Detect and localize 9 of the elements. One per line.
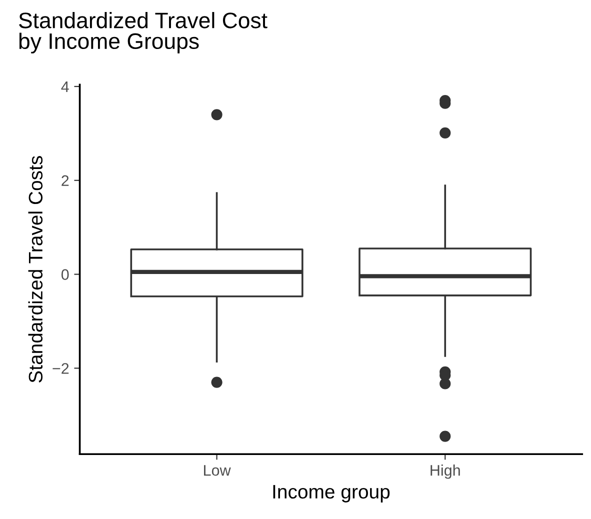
y-tick-label: −2 <box>52 363 69 374</box>
y-tick-label: 2 <box>62 175 69 186</box>
chart-title: Standardized Travel Cost by Income Groups <box>19 12 268 54</box>
y-axis-title: Standardized Travel Costs <box>28 156 43 382</box>
x-axis-title: Income group <box>273 485 390 502</box>
x-tick-label: Low <box>204 465 231 476</box>
y-tick-label: 0 <box>61 269 69 280</box>
y-tick-label: 4 <box>61 82 69 92</box>
x-tick-label: High <box>430 464 460 479</box>
